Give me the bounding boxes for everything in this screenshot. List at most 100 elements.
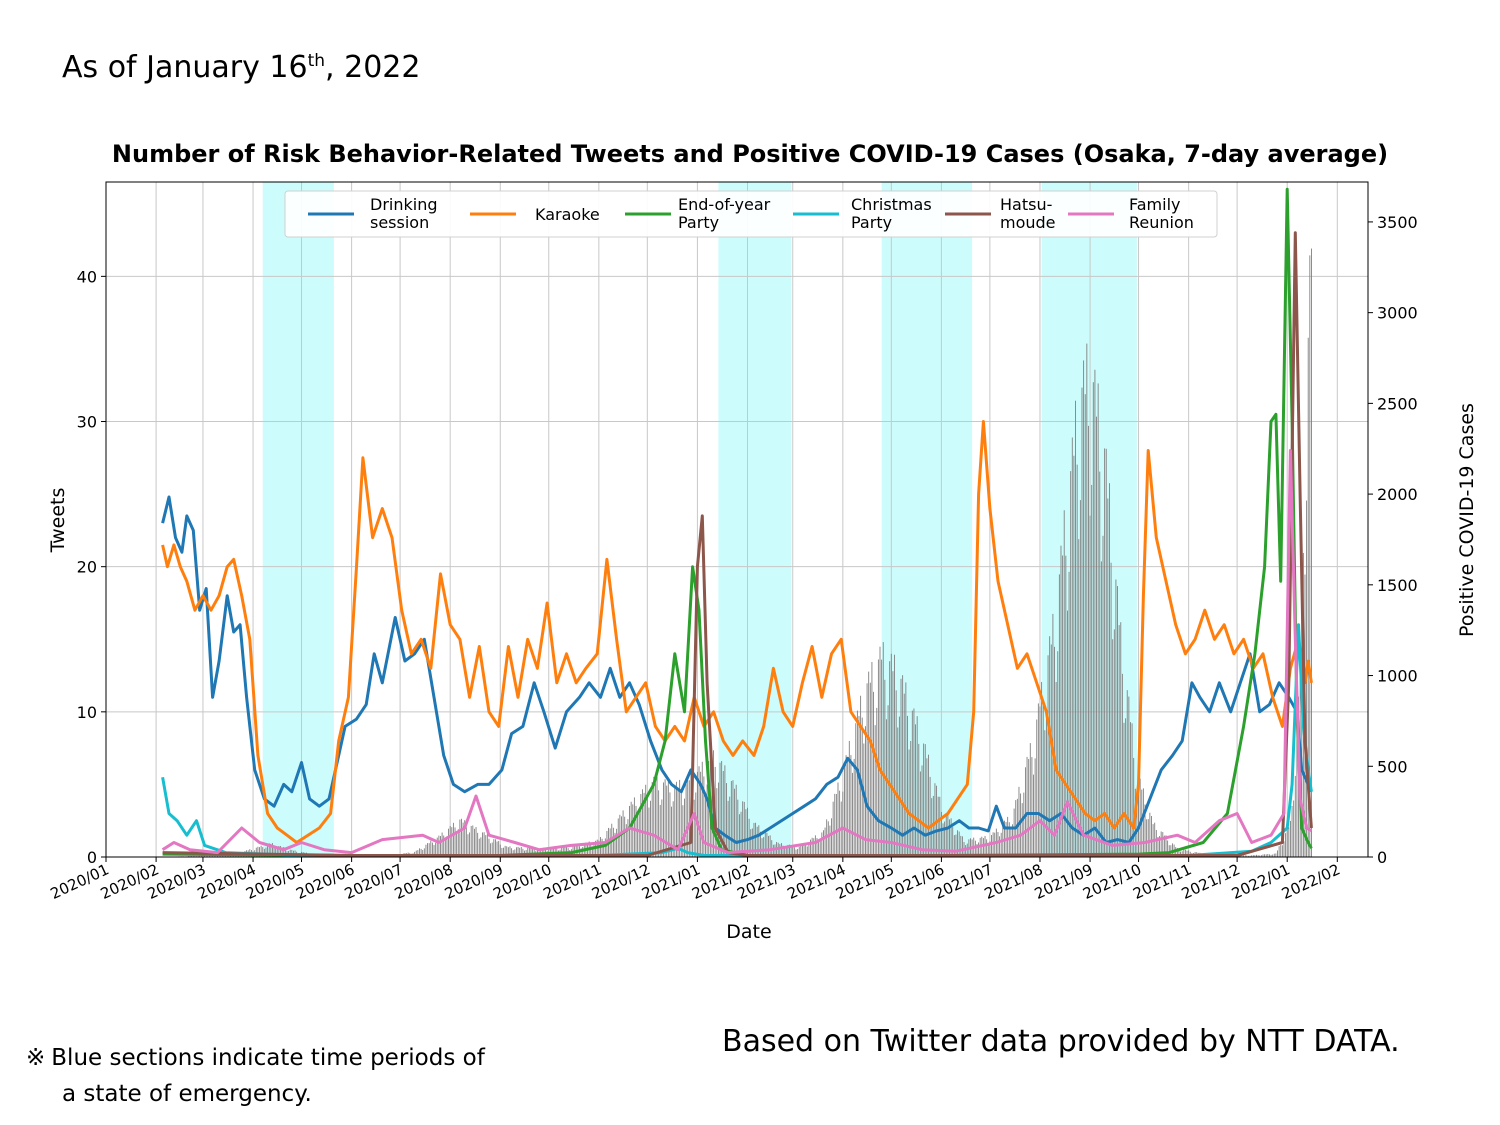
case-bar — [506, 846, 508, 857]
case-bar — [1188, 850, 1190, 857]
emergency-note: ※ Blue sections indicate time periods of … — [26, 1040, 485, 1112]
case-bar — [779, 844, 781, 857]
case-bar — [661, 799, 663, 857]
case-bar — [624, 816, 626, 857]
case-bar — [805, 844, 807, 857]
case-bar — [1028, 758, 1030, 857]
case-bar — [890, 653, 892, 857]
case-bar — [598, 840, 600, 857]
case-bar — [440, 836, 441, 857]
as-of-date: As of January 16th, 2022 — [62, 50, 421, 85]
case-bar — [1247, 855, 1249, 857]
case-bar — [627, 819, 629, 857]
case-bar — [532, 847, 534, 857]
y-tick-label: 20 — [77, 558, 97, 577]
case-bar — [806, 846, 808, 857]
case-bar — [415, 850, 417, 857]
x-axis-label: Date — [726, 921, 771, 943]
y2-tick-label: 500 — [1377, 757, 1408, 776]
case-bar — [856, 710, 858, 857]
case-bar — [719, 762, 721, 857]
x-tick-label: 2022/02 — [1279, 860, 1343, 903]
case-bar — [477, 832, 479, 857]
case-bar — [267, 844, 269, 857]
case-bar — [824, 827, 826, 857]
case-bar — [444, 839, 446, 857]
case-bar — [738, 814, 740, 857]
case-bar — [1037, 703, 1039, 857]
case-bar — [1252, 855, 1254, 857]
case-bar — [944, 821, 946, 857]
case-bar — [1183, 849, 1185, 857]
case-bar — [1044, 730, 1046, 857]
case-bar — [706, 784, 708, 857]
case-bar — [446, 836, 448, 857]
case-bar — [919, 771, 921, 857]
case-bar — [503, 847, 504, 857]
case-bar — [417, 850, 419, 857]
case-bar — [1268, 854, 1270, 857]
case-bar — [280, 846, 281, 857]
case-bar — [591, 846, 593, 857]
case-bar — [1138, 776, 1139, 857]
case-bar — [1058, 574, 1060, 857]
case-bar — [498, 841, 500, 857]
case-bar — [633, 797, 635, 857]
case-bar — [522, 848, 524, 857]
case-bar — [273, 845, 275, 857]
case-bar — [900, 678, 902, 857]
case-bar — [480, 837, 482, 857]
case-bar — [1071, 437, 1073, 857]
case-bar — [451, 827, 453, 857]
case-bar — [469, 832, 471, 857]
case-bar — [903, 693, 905, 857]
case-bar — [873, 691, 874, 857]
case-bar — [848, 740, 850, 857]
case-bar — [829, 825, 831, 857]
case-bar — [874, 725, 876, 857]
case-bar — [1249, 855, 1251, 857]
case-bar — [509, 846, 511, 857]
case-bar — [1186, 850, 1188, 857]
case-bar — [926, 758, 928, 857]
case-bar — [643, 792, 645, 857]
case-bar — [1167, 840, 1169, 857]
case-bar — [210, 855, 212, 857]
case-bar — [1286, 828, 1288, 857]
case-bar — [501, 847, 503, 857]
series-line-karaoke — [161, 420, 1313, 844]
case-bar — [721, 761, 723, 857]
case-bar — [493, 839, 495, 857]
case-bar — [835, 793, 837, 857]
case-bar — [212, 855, 214, 857]
emergency-band-1 — [262, 182, 334, 857]
case-bar — [737, 799, 739, 857]
case-bar — [879, 646, 881, 857]
case-bar — [1309, 255, 1311, 857]
case-bar — [637, 815, 639, 857]
case-bar — [656, 776, 658, 857]
case-bar — [958, 831, 960, 857]
case-bar — [863, 743, 865, 857]
case-bar — [1283, 841, 1285, 857]
case-bar — [869, 682, 871, 857]
case-bar — [916, 716, 918, 857]
case-bar — [1139, 778, 1141, 857]
case-bar — [931, 798, 933, 857]
case-bar — [866, 683, 868, 857]
case-bar — [646, 795, 648, 857]
case-bar — [734, 788, 736, 857]
case-bar — [793, 847, 795, 857]
case-bar — [1012, 824, 1013, 857]
case-bar — [1131, 723, 1133, 857]
case-bar — [1024, 767, 1026, 857]
case-bar — [530, 848, 532, 857]
case-bar — [220, 855, 222, 857]
case-bar — [696, 771, 698, 857]
case-bar — [1010, 828, 1012, 857]
case-bar — [1257, 855, 1259, 857]
case-bar — [1026, 756, 1028, 857]
legend-label: Karaoke — [535, 205, 600, 224]
case-bar — [1146, 819, 1148, 857]
case-bar — [1084, 394, 1086, 857]
